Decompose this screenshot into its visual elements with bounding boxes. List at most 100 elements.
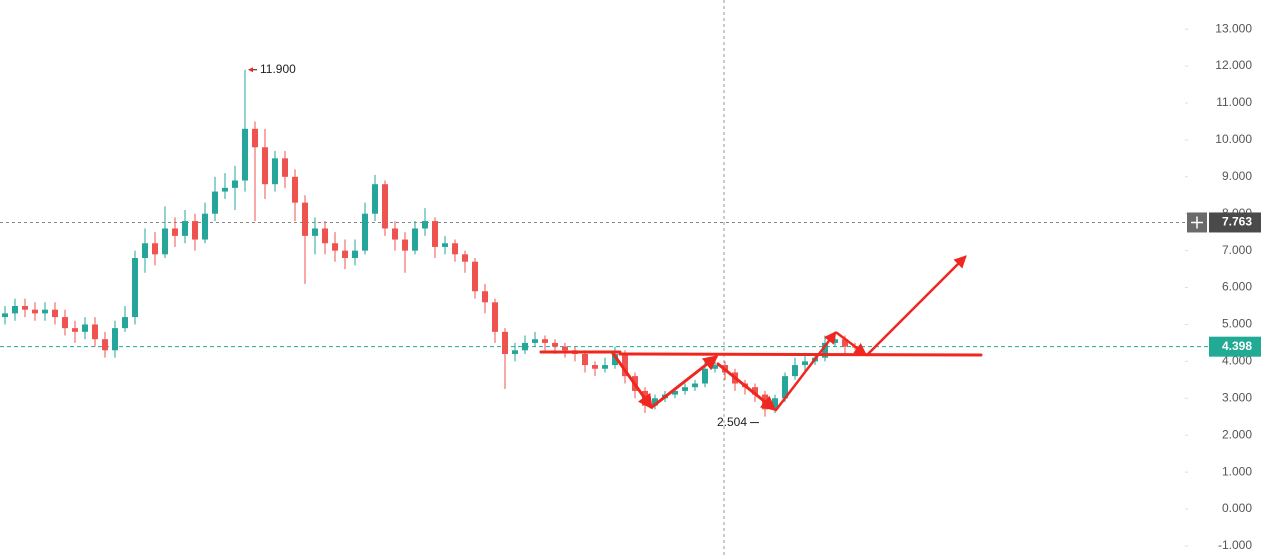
candle-body bbox=[192, 221, 198, 240]
y-tick-label: 4.000 bbox=[1222, 354, 1252, 368]
y-tick-label: 6.000 bbox=[1222, 280, 1252, 294]
candle-body bbox=[472, 261, 478, 292]
candle-body bbox=[332, 243, 338, 251]
candle-body bbox=[162, 228, 168, 255]
y-tick-label: 3.000 bbox=[1222, 390, 1252, 404]
y-tick-label: 12.000 bbox=[1215, 58, 1252, 72]
candle-body bbox=[602, 365, 608, 369]
candle-body bbox=[412, 228, 418, 251]
candle-body bbox=[532, 339, 538, 343]
candle-body bbox=[802, 361, 808, 366]
y-tick-label: 2.000 bbox=[1222, 427, 1252, 441]
arrow bbox=[716, 362, 777, 411]
candle-body bbox=[22, 305, 28, 310]
candle-body bbox=[272, 158, 278, 185]
candles bbox=[2, 69, 858, 417]
candle-body bbox=[212, 191, 218, 214]
candle-body bbox=[52, 309, 58, 318]
candle-body bbox=[562, 346, 568, 351]
candle-body bbox=[752, 387, 758, 395]
candle-body bbox=[202, 213, 208, 240]
candle-body bbox=[112, 328, 118, 351]
candle-body bbox=[82, 324, 88, 332]
candle-body bbox=[622, 353, 628, 377]
candle-body bbox=[432, 221, 438, 247]
candle-body bbox=[72, 328, 78, 332]
candle-body bbox=[502, 331, 508, 354]
candle-body bbox=[392, 228, 398, 240]
candle-body bbox=[2, 313, 8, 318]
arrow bbox=[835, 331, 867, 356]
candle-body bbox=[832, 339, 838, 343]
crosshair-plus bbox=[1191, 216, 1203, 229]
candle-body bbox=[92, 324, 98, 340]
drawings bbox=[539, 255, 983, 412]
candle-body bbox=[252, 128, 258, 148]
candle-body bbox=[452, 243, 458, 255]
y-tick-label: 11.000 bbox=[1216, 95, 1252, 109]
candle-body bbox=[232, 180, 238, 188]
candle-body bbox=[182, 221, 188, 236]
candle-body bbox=[522, 342, 528, 351]
current-price-tag bbox=[1209, 336, 1261, 357]
candle-body bbox=[152, 243, 158, 255]
candle-body bbox=[782, 376, 788, 399]
arrow bbox=[865, 255, 967, 357]
candle-body bbox=[302, 202, 308, 236]
y-tick-label: 9.000 bbox=[1222, 169, 1252, 183]
y-tick-label: 0.000 bbox=[1222, 501, 1252, 515]
current-price-label: 4.398 bbox=[1222, 339, 1252, 353]
candle-body bbox=[12, 305, 18, 314]
candle-body bbox=[342, 250, 348, 259]
candle-body bbox=[372, 184, 378, 214]
candle-body bbox=[482, 291, 488, 303]
candle-body bbox=[352, 250, 358, 259]
resistance-line bbox=[618, 352, 983, 357]
candle-body bbox=[132, 258, 138, 318]
candle-body bbox=[582, 353, 588, 366]
candle-body bbox=[282, 158, 288, 177]
candle-body bbox=[402, 239, 408, 251]
candle-body bbox=[612, 353, 618, 366]
candle-body bbox=[142, 243, 148, 259]
candle-body bbox=[262, 147, 268, 185]
candle-body bbox=[62, 317, 68, 329]
candle-body bbox=[242, 128, 248, 181]
candle-body bbox=[652, 398, 658, 406]
candle-body bbox=[222, 187, 228, 192]
high-label: 11.900 bbox=[260, 62, 296, 76]
crosshair-price-label: 7.763 bbox=[1222, 215, 1252, 229]
candle-body bbox=[542, 339, 548, 343]
candle-body bbox=[382, 184, 388, 229]
candle-body bbox=[172, 228, 178, 236]
candle-body bbox=[552, 342, 558, 347]
arrow bbox=[610, 350, 653, 410]
candle-body bbox=[692, 383, 698, 388]
candle-body bbox=[102, 339, 108, 351]
candle-body bbox=[422, 221, 428, 229]
candle-body bbox=[462, 254, 468, 262]
candle-body bbox=[362, 213, 368, 251]
candle-body bbox=[682, 387, 688, 391]
candle-body bbox=[672, 390, 678, 395]
candle-body bbox=[592, 365, 598, 369]
candle-body bbox=[842, 339, 848, 347]
candle-body bbox=[492, 302, 498, 332]
y-tick-label: -1.000 bbox=[1218, 538, 1252, 552]
candle-body bbox=[32, 309, 38, 314]
y-tick-label: 7.000 bbox=[1222, 243, 1252, 257]
y-tick-label: 5.000 bbox=[1222, 317, 1252, 331]
candle-body bbox=[442, 243, 448, 247]
y-tick-label: 10.000 bbox=[1215, 132, 1252, 146]
y-tick-label: 1.000 bbox=[1222, 464, 1252, 478]
candle-body bbox=[42, 309, 48, 314]
y-tick-label: 13.000 bbox=[1215, 21, 1252, 35]
low-label: 2.504 bbox=[717, 415, 747, 429]
candle-body bbox=[322, 228, 328, 244]
candle-body bbox=[822, 342, 828, 358]
candle-body bbox=[292, 176, 298, 203]
arrow bbox=[650, 355, 719, 409]
candle-body bbox=[312, 228, 318, 236]
